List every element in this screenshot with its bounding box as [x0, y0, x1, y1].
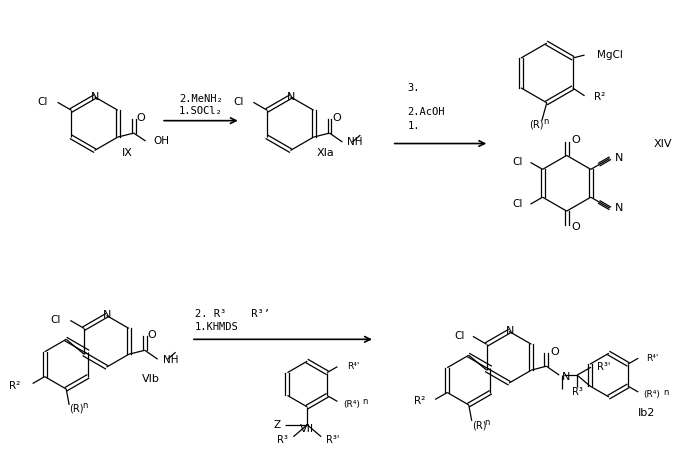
Text: O: O: [137, 113, 145, 123]
Text: NH: NH: [347, 137, 363, 147]
Text: N: N: [103, 311, 112, 321]
Text: R⁴': R⁴': [646, 354, 658, 363]
Text: IX: IX: [122, 148, 133, 158]
Text: O: O: [550, 347, 559, 357]
Text: Cl: Cl: [37, 97, 48, 107]
Text: n: n: [82, 401, 87, 410]
Text: O: O: [572, 135, 580, 145]
Text: n: n: [484, 418, 490, 427]
Text: 2.AcOH: 2.AcOH: [408, 107, 445, 117]
Text: Cl: Cl: [50, 316, 60, 326]
Text: N: N: [287, 92, 296, 102]
Text: O: O: [572, 222, 580, 232]
Text: XIa: XIa: [316, 148, 334, 158]
Text: Cl: Cl: [512, 199, 523, 209]
Text: N: N: [614, 203, 623, 213]
Text: R²: R²: [10, 381, 21, 391]
Text: N: N: [506, 327, 514, 336]
Text: R²: R²: [414, 397, 425, 406]
Text: n: n: [362, 397, 368, 406]
Text: R²: R²: [594, 92, 606, 102]
Text: NH: NH: [163, 355, 178, 365]
Text: (R⁴): (R⁴): [343, 400, 360, 409]
Text: 3.: 3.: [408, 83, 420, 93]
Text: 2.MeNH₂: 2.MeNH₂: [179, 94, 223, 104]
Text: Cl: Cl: [454, 331, 465, 341]
Text: Cl: Cl: [233, 97, 243, 107]
Text: 1.KHMDS: 1.KHMDS: [195, 322, 238, 333]
Text: N: N: [92, 92, 100, 102]
Text: 2. R³    R³’: 2. R³ R³’: [195, 310, 270, 320]
Text: N: N: [614, 153, 623, 164]
Text: O: O: [147, 330, 157, 340]
Text: (R⁴): (R⁴): [644, 391, 661, 399]
Text: OH: OH: [154, 136, 170, 146]
Text: (R): (R): [69, 404, 84, 414]
Text: R³: R³: [572, 387, 582, 397]
Text: N: N: [562, 372, 570, 382]
Text: R⁴': R⁴': [347, 362, 360, 371]
Text: 1.SOCl₂: 1.SOCl₂: [179, 106, 223, 116]
Text: O: O: [333, 113, 341, 123]
Text: R³: R³: [278, 435, 289, 445]
Text: n: n: [543, 117, 548, 126]
Text: (R): (R): [472, 421, 487, 431]
Text: MgCl: MgCl: [598, 50, 624, 60]
Text: R³': R³': [326, 435, 340, 445]
Text: Z: Z: [273, 420, 280, 430]
Text: Ib2: Ib2: [638, 408, 656, 418]
Text: Cl: Cl: [512, 158, 523, 168]
Text: XIV: XIV: [654, 138, 672, 148]
Text: (R): (R): [529, 120, 543, 130]
Text: R³': R³': [597, 362, 610, 372]
Text: n: n: [663, 387, 668, 397]
Text: 1.: 1.: [408, 120, 420, 131]
Text: VIb: VIb: [143, 374, 160, 384]
Text: VII: VII: [300, 424, 315, 434]
